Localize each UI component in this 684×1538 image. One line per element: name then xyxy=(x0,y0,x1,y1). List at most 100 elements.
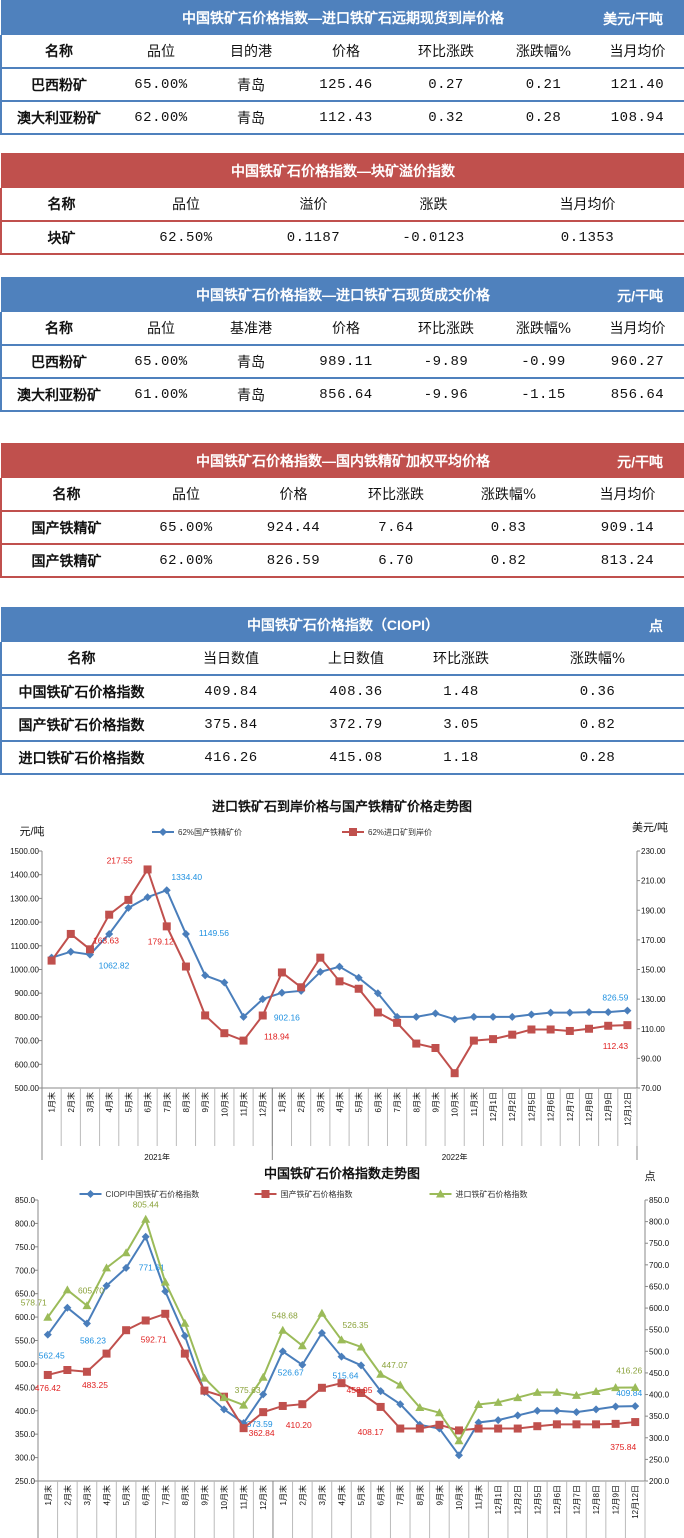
data-point xyxy=(258,1011,267,1020)
data-label: 1334.40 xyxy=(171,872,202,882)
category-label: 4月末 xyxy=(104,1092,114,1112)
left-tick-label: 250.0 xyxy=(15,1477,36,1486)
column-header: 涨跌幅% xyxy=(496,35,591,69)
data-point xyxy=(373,1008,382,1017)
column-header-row: 名称 当日数值 上日数值 环比涨跌 涨跌幅% xyxy=(0,642,684,676)
data-point xyxy=(278,1401,287,1410)
category-label: 7月末 xyxy=(395,1485,405,1505)
category-label: 5月末 xyxy=(354,1092,364,1112)
import-spot-price-table: 中国铁矿石价格指数—进口铁矿石现货成交价格 元/干吨 名称 品位 基准港 价格 环比涨跌 涨跌… xyxy=(0,277,684,412)
category-label: 12月1日 xyxy=(489,1092,498,1121)
table-cell: 0.32 xyxy=(396,101,496,135)
right-tick-label: 190.00 xyxy=(641,906,666,915)
table-cell: 408.36 xyxy=(301,675,411,709)
data-label: 562.45 xyxy=(39,1351,65,1361)
right-tick-label: 150.00 xyxy=(641,966,666,975)
column-header: 环比涨跌 xyxy=(396,35,496,69)
data-point xyxy=(124,895,133,904)
data-label: 578.71 xyxy=(21,1297,47,1307)
right-tick-label: 750.0 xyxy=(649,1239,670,1248)
series-line xyxy=(46,1234,636,1458)
left-tick-label: 1000.00 xyxy=(10,966,39,975)
table-cell: 61.00% xyxy=(116,378,206,412)
left-tick-label: 1100.00 xyxy=(11,942,40,951)
data-point xyxy=(199,1373,209,1382)
data-point xyxy=(219,1393,229,1402)
data-point xyxy=(376,1402,385,1411)
category-label: 1月末 xyxy=(47,1092,57,1112)
data-point xyxy=(160,1277,170,1286)
category-label: 10月末 xyxy=(450,1092,460,1117)
column-header: 涨跌 xyxy=(376,188,491,222)
column-header: 环比涨跌 xyxy=(396,312,496,346)
data-label: 476.42 xyxy=(35,1383,61,1393)
data-label: 112.43 xyxy=(603,1041,629,1051)
table-cell: 125.46 xyxy=(296,68,396,102)
category-label: 1月末 xyxy=(277,1092,287,1112)
category-label: 12月9日 xyxy=(604,1092,613,1121)
data-point xyxy=(450,1015,459,1024)
table-cell: 中国铁矿石价格指数 xyxy=(0,675,161,709)
data-point xyxy=(161,1287,170,1296)
table-row: 块矿 62.50% 0.1187 -0.0123 0.1353 xyxy=(0,221,684,255)
table-cell: -9.89 xyxy=(396,345,496,379)
category-label: 5月末 xyxy=(121,1485,131,1505)
category-label: 6月末 xyxy=(373,1092,383,1112)
data-point xyxy=(337,1352,346,1361)
data-point xyxy=(552,1406,561,1415)
category-label: 8月末 xyxy=(181,1092,191,1112)
legend-marker-icon xyxy=(436,1189,445,1198)
data-label: 409.84 xyxy=(616,1388,642,1398)
data-point xyxy=(546,1025,555,1034)
table-cell: 856.64 xyxy=(296,378,396,412)
data-point xyxy=(494,1416,503,1425)
data-label: 805.44 xyxy=(133,1199,159,1209)
legend-label: 国产铁矿石价格指数 xyxy=(281,1189,353,1199)
category-label: 3月末 xyxy=(315,1092,325,1112)
table-cell: 0.28 xyxy=(511,741,684,775)
data-point xyxy=(259,1390,268,1399)
category-label: 12月7日 xyxy=(572,1485,581,1514)
column-header: 名称 xyxy=(0,642,161,676)
data-point xyxy=(552,1420,561,1429)
data-point xyxy=(337,1335,346,1344)
left-tick-label: 900.00 xyxy=(15,989,40,998)
data-point xyxy=(278,1347,287,1356)
data-label: 373.59 xyxy=(247,1419,273,1429)
data-point xyxy=(571,1390,581,1399)
data-label: 118.94 xyxy=(264,1032,290,1042)
column-header: 当月均价 xyxy=(491,188,684,222)
category-label: 12月1日 xyxy=(494,1485,503,1514)
category-label: 9月末 xyxy=(200,1092,210,1112)
year-label: 2021年 xyxy=(144,1152,170,1160)
data-point xyxy=(47,956,56,965)
category-label: 12月12日 xyxy=(631,1485,640,1519)
data-point xyxy=(162,922,171,931)
category-label: 12月末 xyxy=(258,1092,268,1117)
category-label: 8月末 xyxy=(411,1092,421,1112)
right-tick-label: 500.0 xyxy=(649,1347,670,1356)
data-point xyxy=(623,1021,632,1030)
data-label: 586.23 xyxy=(80,1336,106,1346)
column-header: 品位 xyxy=(121,188,251,222)
category-label: 6月末 xyxy=(376,1485,386,1505)
left-tick-label: 500.0 xyxy=(15,1360,36,1369)
data-point xyxy=(474,1418,483,1427)
data-point xyxy=(63,1303,72,1312)
table-cell: 6.70 xyxy=(346,544,446,578)
category-label: 9月末 xyxy=(199,1485,209,1505)
data-point xyxy=(611,1402,620,1411)
unit-label: 元/干吨 xyxy=(617,454,663,470)
category-label: 2月末 xyxy=(297,1485,307,1505)
column-header: 名称 xyxy=(0,478,131,512)
right-tick-label: 800.0 xyxy=(649,1218,670,1227)
data-point xyxy=(278,1325,288,1334)
data-point xyxy=(373,989,382,998)
import-forward-price-table: 中国铁矿石价格指数—进口铁矿石远期现货到岸价格 美元/干吨 名称 品位 目的港 价格 环比涨… xyxy=(0,0,684,135)
data-point xyxy=(572,1408,581,1417)
data-point xyxy=(122,1263,131,1272)
data-point xyxy=(277,968,286,977)
right-tick-label: 850.0 xyxy=(649,1196,670,1205)
left-tick-label: 500.00 xyxy=(15,1084,40,1093)
data-point xyxy=(604,1008,613,1017)
